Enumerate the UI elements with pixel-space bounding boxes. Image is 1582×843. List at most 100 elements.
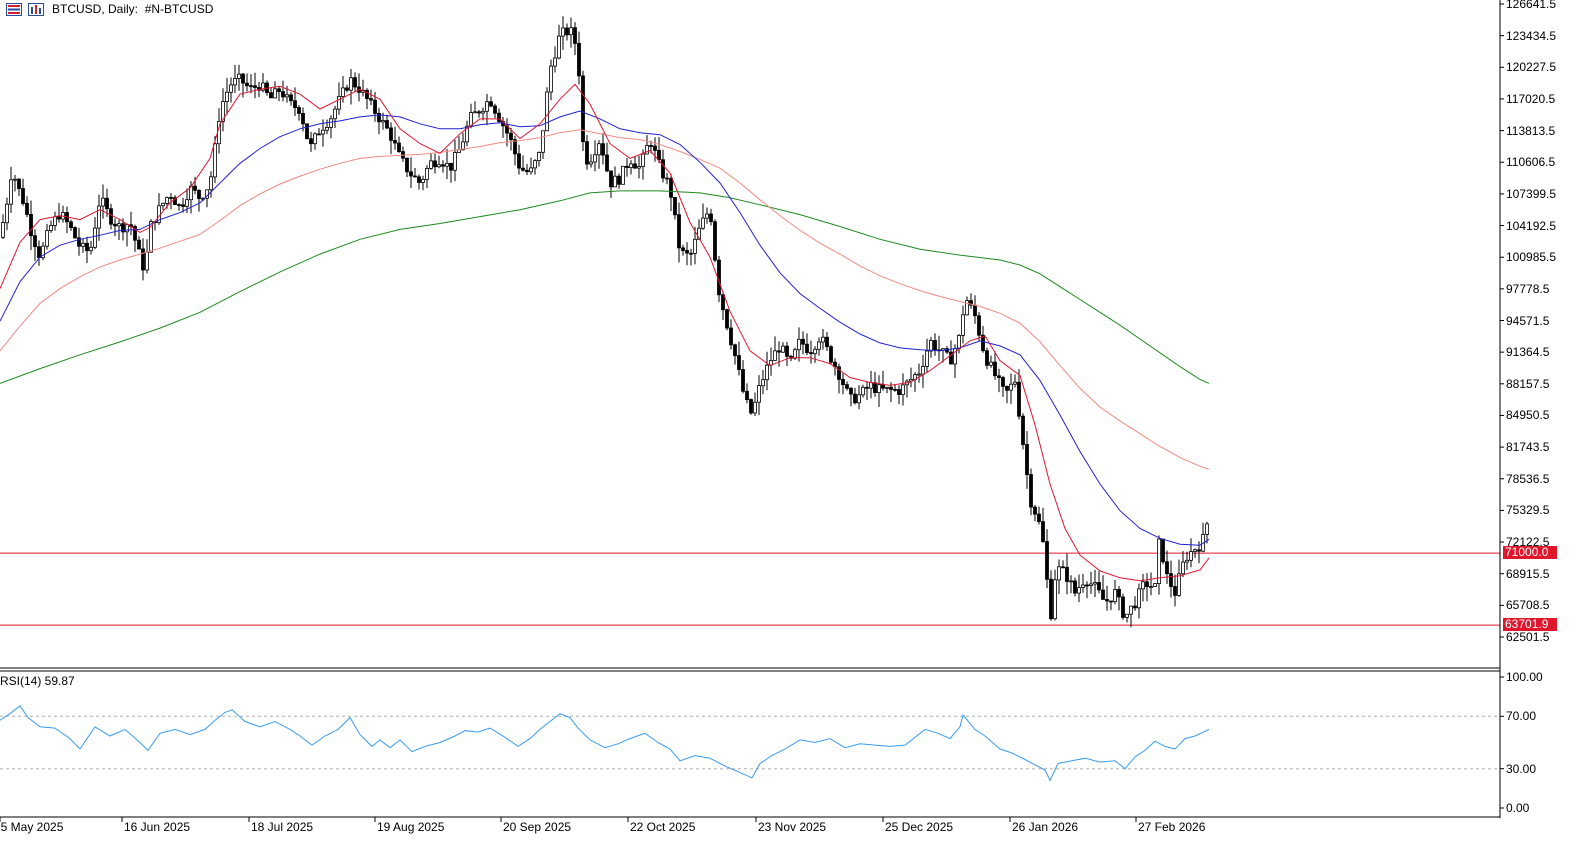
candle-body-down: [1169, 573, 1173, 587]
candle-body-up: [869, 382, 873, 389]
candle-body-down: [657, 149, 661, 161]
candle: [497, 108, 501, 123]
candle-body-down: [289, 94, 293, 102]
candle: [1061, 560, 1065, 569]
candle: [181, 197, 185, 213]
candle: [985, 347, 989, 370]
candle: [745, 383, 749, 404]
candle-body-up: [1081, 584, 1085, 588]
candle: [85, 236, 89, 264]
rsi-tick-label: 100.00: [1506, 670, 1543, 684]
candle-body-down: [1029, 474, 1033, 508]
candle: [397, 136, 401, 153]
candle-body-down: [141, 248, 145, 271]
candle-body-up: [757, 385, 761, 403]
candle: [325, 119, 329, 135]
candle-body-up: [621, 165, 625, 185]
candle-body-up: [557, 35, 561, 59]
date-label: 19 Aug 2025: [377, 820, 445, 834]
ma-long-line: [0, 190, 1210, 384]
candle-body-up: [1125, 613, 1129, 618]
candle: [577, 31, 581, 85]
candle-body-up: [929, 340, 933, 352]
candle-body-down: [1017, 381, 1021, 417]
candle-body-up: [925, 350, 929, 367]
candle-body-up: [81, 242, 85, 247]
candle: [321, 119, 325, 147]
price-tick-label: 113813.5: [1506, 123, 1556, 138]
date-label: 18 Jul 2025: [251, 820, 314, 834]
candle-body-up: [597, 143, 601, 156]
candle: [1141, 573, 1145, 602]
candle-body-up: [541, 130, 545, 153]
candle: [993, 351, 997, 380]
candle-body-up: [861, 386, 865, 396]
candle: [921, 354, 925, 388]
candle: [261, 73, 265, 93]
candle: [25, 196, 29, 217]
candle-body-up: [229, 84, 233, 93]
candle-body-down: [649, 145, 653, 147]
candle-body-down: [881, 384, 885, 389]
candle-body-down: [393, 139, 397, 144]
candle: [1189, 538, 1193, 568]
rsi-line: [0, 705, 1210, 782]
candle: [233, 64, 237, 93]
candle: [749, 398, 753, 415]
candle: [517, 144, 521, 175]
candle: [981, 326, 985, 353]
candle: [1077, 574, 1081, 603]
candle-body-down: [21, 188, 25, 204]
candle: [1197, 541, 1201, 564]
candle-body-down: [617, 175, 621, 185]
list-icon[interactable]: [6, 2, 22, 16]
candle-body-up: [797, 338, 801, 351]
candle-body-up: [1185, 559, 1189, 563]
candle-body-down: [77, 237, 81, 247]
candle: [701, 203, 705, 230]
chart-type-icon[interactable]: [28, 2, 44, 16]
candle-body-down: [1133, 605, 1137, 609]
candle: [1005, 385, 1009, 404]
candle: [665, 173, 669, 185]
candle: [697, 219, 701, 240]
candle-body-up: [469, 112, 473, 127]
candle-body-up: [629, 163, 633, 168]
candle: [5, 197, 9, 231]
candle-body-down: [1197, 549, 1201, 552]
candle: [481, 107, 485, 121]
candle: [525, 164, 529, 176]
candle: [1149, 572, 1153, 596]
price-tick-label: 104192.5: [1506, 218, 1557, 233]
candle: [965, 296, 969, 316]
candle-body-down: [73, 227, 77, 239]
candle-body-up: [537, 151, 541, 161]
candle: [845, 381, 849, 391]
candle-body-down: [405, 157, 409, 173]
candle: [433, 153, 437, 174]
candle-body-down: [177, 204, 181, 207]
candle: [849, 387, 853, 407]
candle: [657, 137, 661, 164]
candle-body-down: [737, 355, 741, 370]
candle-body-down: [137, 239, 141, 250]
candle-body-up: [593, 154, 597, 163]
candle: [553, 46, 557, 73]
candle-body-down: [933, 340, 937, 351]
price-tick-label: 100985.5: [1506, 250, 1557, 265]
candle: [1049, 570, 1053, 621]
candle-body-down: [661, 159, 665, 179]
price-tick-label: 117020.5: [1506, 91, 1556, 106]
candle-body-down: [1101, 589, 1105, 600]
candle: [613, 166, 617, 188]
candle: [129, 211, 133, 236]
candle: [9, 166, 13, 213]
candle-body-up: [325, 127, 329, 131]
candle: [33, 229, 37, 261]
candle: [961, 305, 965, 344]
candle: [605, 142, 609, 173]
candle: [785, 341, 789, 367]
candle: [1009, 373, 1013, 404]
